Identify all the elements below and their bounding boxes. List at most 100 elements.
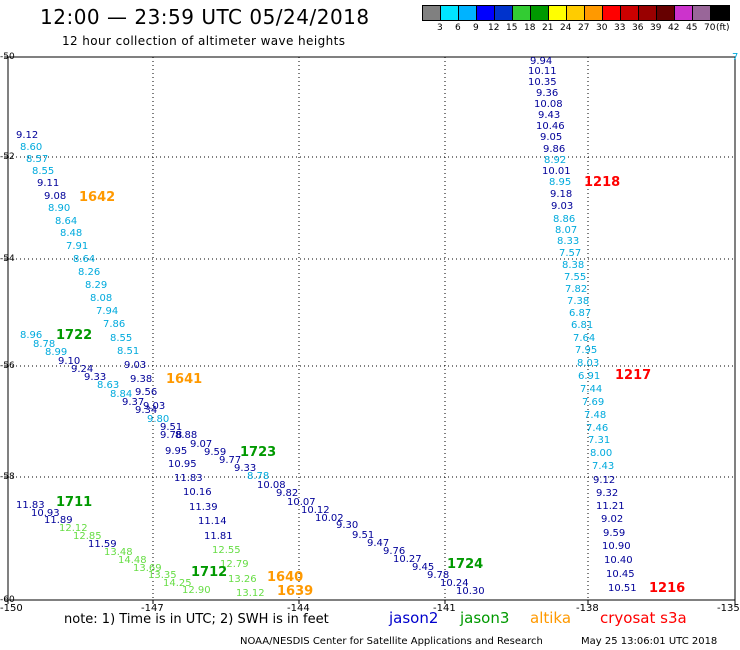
wave-height-value: 13.26 (228, 574, 257, 585)
wave-height-value: 9.77 (219, 455, 242, 466)
wave-height-value: 10.90 (602, 541, 631, 552)
wave-height-value: 10.95 (168, 459, 197, 470)
wave-height-value: 8.08 (90, 293, 113, 304)
latitude-label: -58 (0, 472, 15, 482)
wave-height-value: 10.93 (31, 508, 60, 519)
wave-height-value: 9.34 (135, 405, 158, 416)
wave-height-value: 10.45 (606, 569, 635, 580)
map-border (7, 56, 736, 601)
pass-label: 1724 (447, 557, 484, 572)
wave-height-value: 10.24 (440, 578, 469, 589)
color-swatch (513, 6, 531, 20)
wave-height-value: 11.59 (88, 539, 117, 550)
wave-height-value: 8.07 (555, 225, 578, 236)
wave-height-value: 12.79 (220, 559, 249, 570)
wave-height-value: 9.03 (124, 360, 147, 371)
wave-height-value: 8.78 (247, 471, 270, 482)
wave-height-value: 7.91 (66, 241, 89, 252)
wave-height-value: 7.48 (584, 410, 607, 421)
color-scale-label: 24 (560, 23, 572, 33)
wave-height-value: 13.69 (133, 563, 162, 574)
wave-height-value: 9.80 (147, 414, 170, 425)
wave-height-value: 7.86 (103, 319, 126, 330)
wave-height-value: 12.12 (59, 523, 88, 534)
wave-height-value: 9.43 (538, 110, 561, 121)
pass-label: 1712 (191, 565, 228, 580)
pass-label: 1217 (615, 368, 652, 383)
color-swatch (423, 6, 441, 20)
pass-label: 1722 (56, 328, 93, 343)
wave-height-value: 7.55 (564, 272, 587, 283)
wave-height-value: 10.07 (287, 497, 316, 508)
wave-height-value: 11.81 (204, 531, 233, 542)
color-swatch (711, 6, 729, 20)
color-swatch (603, 6, 621, 20)
wave-height-value: 9.36 (536, 88, 559, 99)
wave-height-value: 14.25 (163, 578, 192, 589)
wave-height-value: 7.43 (592, 461, 615, 472)
wave-height-value: 9.03 (143, 401, 166, 412)
wave-height-value: 13.12 (236, 588, 265, 599)
generated-timestamp: May 25 13:06:01 UTC 2018 (581, 636, 718, 647)
legend-item: cryosat s3a (600, 609, 687, 627)
wave-height-value: 9.24 (71, 364, 94, 375)
map-title: 12:00 — 23:59 UTC 05/24/2018 (40, 5, 370, 29)
color-swatch (621, 6, 639, 20)
wave-height-value: 9.12 (16, 130, 39, 141)
color-swatch (567, 6, 585, 20)
wave-height-value: 11.83 (174, 473, 203, 484)
color-swatch (585, 6, 603, 20)
color-scale-label: 42 (668, 23, 680, 33)
color-scale-label: 30 (596, 23, 608, 33)
color-scale-label: 3 (437, 23, 443, 33)
color-scale-label: 36 (632, 23, 644, 33)
pass-label: 1723 (240, 445, 277, 460)
color-scale-label: 33 (614, 23, 626, 33)
wave-height-value: 9.30 (336, 520, 359, 531)
wave-height-value: 7.46 (586, 423, 609, 434)
wave-height-value: 9.59 (204, 447, 227, 458)
pass-label: 1640 (267, 570, 304, 585)
wave-height-value: 9.08 (44, 191, 67, 202)
wave-height-value: 7.31 (588, 435, 611, 446)
wave-height-value: 7.57 (559, 248, 582, 259)
color-scale-label: (ft) (716, 23, 730, 33)
legend-item: jason2 (389, 609, 439, 627)
latitude-label: -56 (0, 361, 15, 371)
longitude-label: -147 (141, 603, 164, 614)
color-swatch (477, 6, 495, 20)
wave-height-value: 9.03 (551, 201, 574, 212)
color-scale-label: 21 (542, 23, 554, 33)
color-swatch (693, 6, 711, 20)
wave-height-value: 9.94 (530, 56, 553, 67)
wave-height-value: 10.08 (257, 480, 286, 491)
latitude-label: -60 (0, 595, 15, 605)
wave-height-value: 8.64 (55, 216, 78, 227)
wave-height-value: 9.02 (601, 514, 624, 525)
wave-height-value: 9.95 (165, 446, 188, 457)
wave-height-value: 8.00 (590, 448, 613, 459)
wave-height-value: 8.48 (60, 228, 83, 239)
right-edge-label: 7 (732, 52, 739, 63)
wave-height-value: 8.99 (45, 347, 68, 358)
pass-label: 1641 (166, 372, 203, 387)
color-scale-label: 27 (578, 23, 590, 33)
wave-height-value: 8.55 (110, 333, 133, 344)
wave-height-value: 8.96 (20, 330, 43, 341)
legend-item: altika (530, 609, 572, 627)
color-scale-label: 45 (686, 23, 698, 33)
longitude-label: -135 (717, 603, 740, 614)
wave-height-value: 8.64 (73, 254, 96, 265)
latitude-label: -52 (0, 152, 15, 162)
wave-height-value: 12.85 (73, 531, 102, 542)
wave-height-value: 10.40 (604, 555, 633, 566)
wave-height-value: 9.86 (543, 144, 566, 155)
wave-height-value: 9.59 (603, 528, 626, 539)
wave-height-value: 9.07 (190, 439, 213, 450)
pass-label: 1216 (649, 581, 686, 596)
wave-height-value: 9.47 (367, 538, 390, 549)
wave-height-value: 12.55 (212, 545, 241, 556)
pass-label: 1639 (277, 584, 314, 599)
wave-height-value: 8.55 (32, 166, 55, 177)
